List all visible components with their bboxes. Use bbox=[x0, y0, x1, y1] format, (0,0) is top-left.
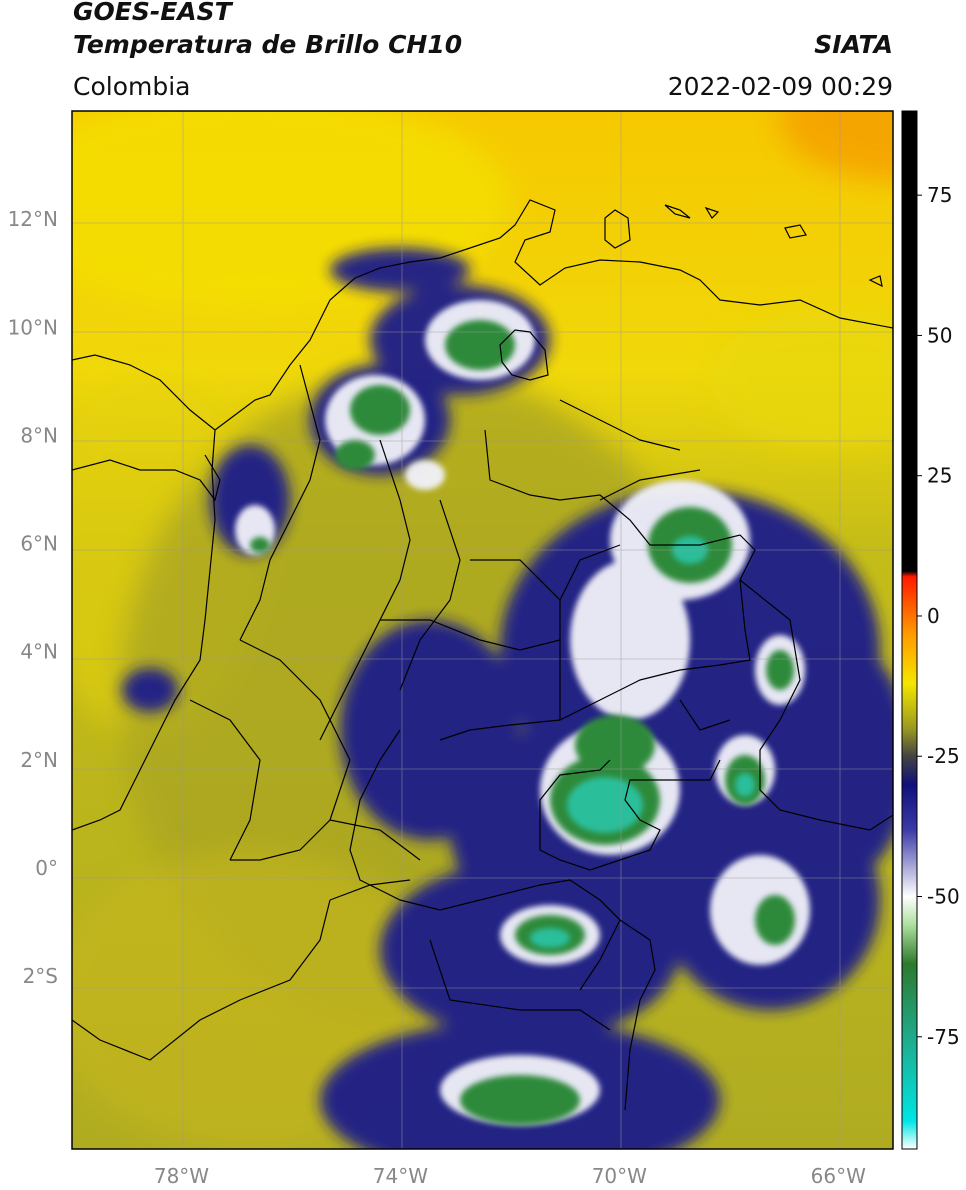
datetime-label: 2022-02-09 00:29 bbox=[667, 72, 893, 101]
country-borders bbox=[72, 199, 893, 1111]
lat-tick-label: 12°N bbox=[8, 207, 58, 231]
lat-tick-label: 4°N bbox=[20, 640, 58, 664]
colorbar-tick-label: 0 bbox=[927, 604, 940, 628]
lat-tick-label: 8°N bbox=[20, 423, 58, 447]
latitude-tick-labels: 12°N 10°N 8°N 6°N 4°N 2°N 0° 2°S bbox=[8, 207, 58, 988]
lon-tick-label: 66°W bbox=[811, 1164, 866, 1188]
colorbar-tick-label: 75 bbox=[927, 183, 952, 207]
satellite-title: GOES-EAST bbox=[73, 0, 232, 26]
lat-tick-label: 0° bbox=[35, 856, 58, 880]
satellite-image bbox=[72, 111, 893, 1149]
lon-tick-label: 70°W bbox=[592, 1164, 647, 1188]
lat-tick-label: 2°N bbox=[20, 748, 58, 772]
colorbar-tick-label: -75 bbox=[927, 1025, 960, 1049]
agency-label: SIATA bbox=[814, 30, 893, 59]
lat-tick-label: 10°N bbox=[8, 315, 58, 339]
colorbar-tick-labels: 75 50 25 0 -25 -50 -75 bbox=[917, 183, 960, 1049]
map-frame bbox=[71, 110, 894, 1150]
colorbar-tick-label: -25 bbox=[927, 744, 960, 768]
region-label: Colombia bbox=[73, 72, 191, 101]
longitude-tick-labels: 78°W 74°W 70°W 66°W bbox=[154, 1164, 866, 1188]
colorbar-tick-label: -50 bbox=[927, 885, 960, 909]
colorbar-tick-label: 50 bbox=[927, 323, 952, 347]
lon-tick-label: 78°W bbox=[154, 1164, 209, 1188]
map-gridlines bbox=[72, 111, 893, 1149]
colorbar bbox=[901, 110, 918, 1150]
lat-tick-label: 2°S bbox=[23, 964, 58, 988]
product-title: Temperatura de Brillo CH10 bbox=[73, 30, 463, 59]
lat-tick-label: 6°N bbox=[20, 532, 58, 556]
lon-tick-label: 74°W bbox=[373, 1164, 428, 1188]
colorbar-tick-label: 25 bbox=[927, 464, 952, 488]
